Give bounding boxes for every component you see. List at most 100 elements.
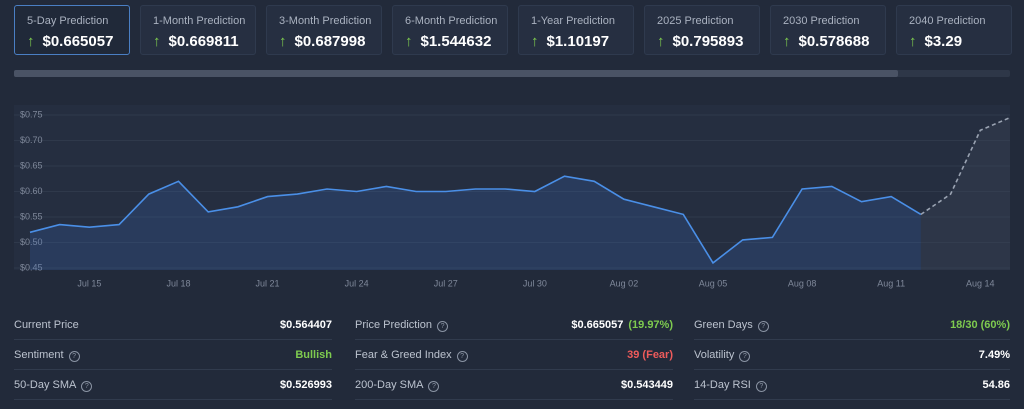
stat-label-text: 200-Day SMA	[355, 379, 424, 391]
tab-label: 1-Month Prediction	[153, 15, 246, 27]
up-arrow: ↑	[909, 33, 917, 50]
stat-row: Price Prediction? $0.665057 (19.97%)	[355, 310, 673, 340]
tab-value-text: $3.29	[924, 33, 963, 50]
prediction-tab[interactable]: 5-Day Prediction ↑ $0.665057	[14, 5, 130, 55]
scroll-bar	[14, 70, 1010, 77]
tab-value: ↑ $0.578688	[783, 33, 869, 50]
tab-label: 3-Month Prediction	[279, 15, 372, 27]
stat-label: 200-Day SMA?	[355, 379, 440, 392]
tab-value-text: $0.665057	[42, 33, 114, 50]
stat-label-text: Current Price	[14, 319, 79, 331]
stat-label-text: Green Days	[694, 319, 753, 331]
stat-value: 7.49%	[979, 349, 1010, 361]
y-tick-label: $0.60	[20, 186, 43, 196]
stat-label-text: Fear & Greed Index	[355, 349, 452, 361]
tab-value: ↑ $3.29	[909, 33, 962, 50]
prediction-tab[interactable]: 1-Year Prediction ↑ $1.10197	[518, 5, 634, 55]
stat-value: $0.543449	[621, 379, 673, 391]
help-icon[interactable]: ?	[456, 351, 468, 362]
prediction-tab[interactable]: 2025 Prediction ↑ $0.795893	[644, 5, 760, 55]
tab-label: 5-Day Prediction	[27, 15, 109, 27]
x-tick-label: Aug 14	[966, 278, 995, 288]
tab-value-text: $1.544632	[420, 33, 492, 50]
help-icon[interactable]: ?	[739, 351, 751, 362]
y-tick-label: $0.45	[20, 262, 43, 272]
tab-value: ↑ $0.665057	[27, 33, 113, 50]
stat-value: $0.564407	[280, 319, 332, 331]
stat-value-text: $0.564407	[280, 319, 332, 331]
stat-value-text: Bullish	[295, 349, 332, 361]
x-tick-label: Jul 18	[166, 278, 190, 288]
tab-value-text: $0.669811	[168, 33, 239, 50]
up-arrow: ↑	[531, 33, 539, 50]
stat-label-text: 14-Day RSI	[694, 379, 751, 391]
x-tick-label: Jul 21	[256, 278, 280, 288]
tab-value-text: $1.10197	[546, 33, 610, 50]
prediction-tab[interactable]: 1-Month Prediction ↑ $0.669811	[140, 5, 256, 55]
x-tick-label: Jul 15	[77, 278, 101, 288]
stat-label-text: Volatility	[694, 349, 735, 361]
stat-value-text: $0.543449	[621, 379, 673, 391]
up-arrow: ↑	[783, 33, 791, 50]
forecast-line	[920, 116, 1010, 216]
stat-label: Current Price	[14, 319, 79, 331]
stat-row: 50-Day SMA? $0.526993	[14, 370, 332, 400]
tab-label: 6-Month Prediction	[405, 15, 498, 27]
stat-label: Sentiment?	[14, 349, 80, 362]
tab-value-text: $0.578688	[798, 33, 870, 50]
tab-value: ↑ $0.795893	[657, 33, 743, 50]
stat-value-text: 39 (Fear)	[627, 349, 673, 361]
price-line	[29, 175, 922, 265]
chart: $0.45 $0.50 $0.55 $0.60 $0.65 $0.70 $0.75 Jul 1…	[14, 105, 1010, 288]
stat-row: Sentiment? Bullish	[14, 340, 332, 370]
tab-value: ↑ $1.10197	[531, 33, 609, 50]
stat-label-text: 50-Day SMA	[14, 379, 77, 391]
x-tick-label: Jul 24	[345, 278, 369, 288]
tab-value: ↑ $1.544632	[405, 33, 491, 50]
prediction-tab[interactable]: 3-Month Prediction ↑ $0.687998	[266, 5, 382, 55]
up-arrow: ↑	[153, 33, 161, 50]
y-tick-label: $0.50	[20, 237, 43, 247]
prediction-tab[interactable]: 2040 Prediction ↑ $3.29	[896, 5, 1012, 55]
up-arrow: ↑	[657, 33, 665, 50]
up-arrow: ↑	[279, 33, 287, 50]
tab-value: ↑ $0.669811	[153, 33, 239, 50]
x-tick-label: Aug 08	[788, 278, 817, 288]
help-icon[interactable]: ?	[755, 381, 767, 392]
help-icon[interactable]: ?	[68, 351, 80, 362]
stat-label: 50-Day SMA?	[14, 379, 93, 392]
stat-value: 54.86	[982, 379, 1010, 391]
area	[30, 176, 921, 270]
stat-value-text: $0.526993	[280, 379, 332, 391]
stat-row: Green Days? 18/30 (60%)	[694, 310, 1010, 340]
help-icon[interactable]: ?	[428, 381, 440, 392]
up-arrow: ↑	[405, 33, 413, 50]
stat-value: 18/30 (60%)	[950, 319, 1010, 331]
y-tick-label: $0.65	[20, 160, 43, 170]
tab-label: 1-Year Prediction	[531, 15, 615, 27]
stat-row: 200-Day SMA? $0.543449	[355, 370, 673, 400]
tab-value: ↑ $0.687998	[279, 33, 365, 50]
stat-label: Price Prediction?	[355, 319, 449, 332]
stat-value: Bullish	[295, 349, 332, 361]
help-icon[interactable]: ?	[81, 381, 93, 392]
prediction-tab[interactable]: 6-Month Prediction ↑ $1.544632	[392, 5, 508, 55]
stat-label-text: Price Prediction	[355, 319, 433, 331]
up-arrow: ↑	[27, 33, 35, 50]
prediction-tab[interactable]: 2030 Prediction ↑ $0.578688	[770, 5, 886, 55]
stat-value-text: 7.49%	[978, 349, 1010, 361]
help-icon[interactable]: ?	[757, 321, 769, 332]
stat-label: Volatility?	[694, 349, 751, 362]
stat-value: $0.526993	[280, 379, 332, 391]
y-tick-label: $0.55	[20, 211, 43, 221]
help-icon[interactable]: ?	[437, 321, 449, 332]
stat-label: Fear & Greed Index?	[355, 349, 468, 362]
stat-label: Green Days?	[694, 319, 769, 332]
stat-value: 39 (Fear)	[627, 349, 673, 361]
stat-value-text: 18/30 (60%)	[950, 319, 1010, 331]
stat-row: 14-Day RSI? 54.86	[694, 370, 1010, 400]
x-tick-label: Aug 11	[877, 278, 905, 288]
x-tick-label: Aug 02	[610, 278, 639, 288]
y-tick-label: $0.75	[20, 109, 43, 119]
